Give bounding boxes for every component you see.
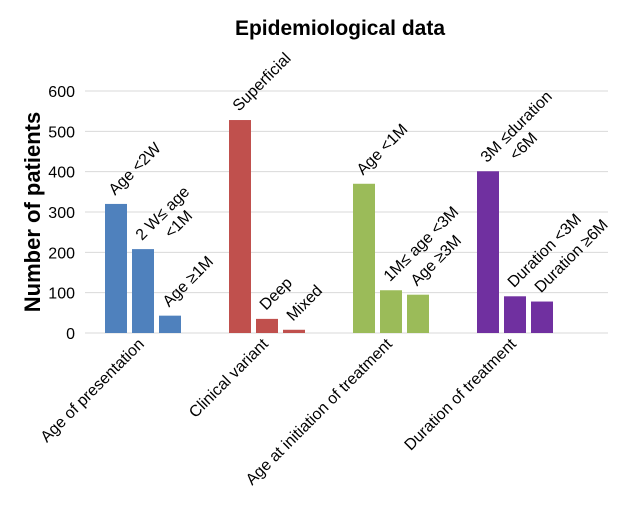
bar-label: Superficial xyxy=(230,50,295,115)
category-label: Clinical variant xyxy=(186,335,272,421)
bar xyxy=(283,329,305,333)
y-tick-label: 500 xyxy=(48,124,75,141)
y-tick-label: 200 xyxy=(48,245,75,262)
bar xyxy=(531,301,553,333)
category-label: Age at initiation of treatment xyxy=(243,335,396,488)
y-axis-label: Number of patients xyxy=(20,112,45,312)
chart-title: Epidemiological data xyxy=(235,17,445,40)
y-tick-label: 0 xyxy=(66,326,75,343)
bar xyxy=(477,171,499,333)
bar xyxy=(159,315,181,333)
bar xyxy=(132,249,154,333)
y-axis-ticks: 0 100 200 300 400 500 600 xyxy=(48,84,75,343)
bar xyxy=(229,120,251,333)
bar-label: 3M ≤duration<6M xyxy=(478,88,569,179)
bar xyxy=(256,318,278,333)
y-tick-label: 300 xyxy=(48,205,75,222)
y-tick-label: 100 xyxy=(48,286,75,303)
gridlines xyxy=(85,90,608,334)
bar-label: Age ≥1M xyxy=(160,253,217,310)
bar-label: Age <2W xyxy=(106,139,166,199)
bar xyxy=(380,290,402,333)
bar xyxy=(504,296,526,333)
bars xyxy=(105,120,553,333)
y-tick-label: 400 xyxy=(48,165,75,182)
bar xyxy=(407,294,429,333)
bar-label: Age <1M xyxy=(354,121,412,179)
category-label: Age of presentation xyxy=(38,336,148,446)
bar xyxy=(353,183,375,333)
category-label: Duration of treatment xyxy=(402,335,521,454)
bar-label: 2 W≤ age<1M xyxy=(133,183,207,257)
y-tick-label: 600 xyxy=(48,84,75,101)
bar xyxy=(105,203,127,333)
